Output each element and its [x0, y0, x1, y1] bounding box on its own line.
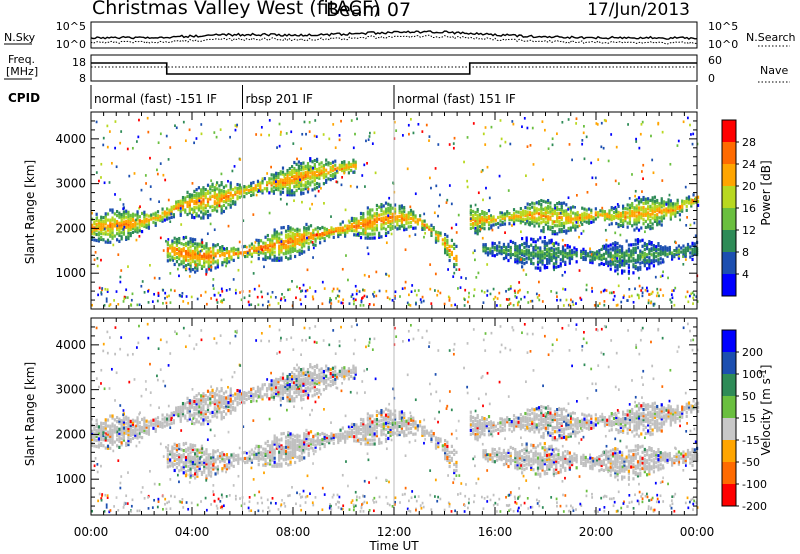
x-tick-label: 04:00 — [175, 525, 210, 539]
y-tick-label: 4000 — [55, 132, 86, 146]
y-tick-label: 4000 — [55, 338, 86, 352]
velocity-colorbar: 200 100 50 15 -15 -50 -100 -200 — [721, 329, 767, 513]
power-colorbar-label: Power [dB] — [759, 160, 773, 225]
freq-tick-bottom: 8 — [79, 72, 86, 85]
nsearch-tick-bottom: 10^0 — [708, 38, 738, 51]
colorbar-swatch — [722, 208, 736, 230]
power-axes: 1000 2000 3000 4000 — [55, 112, 698, 309]
date-label: 17/Jun/2013 — [587, 0, 690, 20]
nsearch-label: N.Search — [746, 31, 796, 44]
colorbar-swatch — [722, 164, 736, 186]
y-tick-label: 1000 — [55, 472, 86, 486]
colorbar-swatch — [722, 330, 736, 352]
cpid-segments: normal (fast) -151 IF rbsp 201 IF normal (… — [94, 85, 516, 109]
colorbar-swatch — [722, 484, 736, 506]
x-tick-label: 00:00 — [680, 525, 715, 539]
x-tick-labels: 00:00 04:00 08:00 12:00 16:00 20:00 00:00 — [74, 525, 715, 539]
cpid-segment-label: normal (fast) -151 IF — [94, 92, 217, 106]
freq-trace — [91, 62, 697, 75]
power-panel: 1000 2000 3000 4000 Slant Range [km] 4 8 12 16… — [23, 111, 773, 310]
velocity-colorbar-label: Velocity [m s-1] — [759, 365, 773, 456]
x-tick-label: 16:00 — [478, 525, 513, 539]
colorbar-swatch — [722, 418, 736, 440]
colorbar-tick-label: 8 — [742, 246, 749, 259]
x-tick-label: 20:00 — [579, 525, 614, 539]
colorbar-swatch — [722, 186, 736, 208]
colorbar-swatch — [722, 374, 736, 396]
colorbar-tick-label: -200 — [742, 500, 767, 513]
freq-label: Freq. — [8, 53, 35, 66]
colorbar-tick-label: 50 — [742, 390, 756, 403]
nsky-trace — [90, 30, 698, 45]
colorbar-tick-label: -50 — [742, 456, 760, 469]
colorbar-swatch — [722, 142, 736, 164]
x-tick-label: 12:00 — [377, 525, 412, 539]
power-colorbar: 4 8 12 16 20 24 28 — [721, 119, 756, 297]
colorbar-tick-label: 24 — [742, 158, 756, 171]
colorbar-tick-label: -100 — [742, 478, 767, 491]
freq-panel: Freq. [MHz] 18 8 60 0 Nave — [4, 53, 790, 85]
colorbar-tick-label: 15 — [742, 412, 756, 425]
colorbar-swatch — [722, 120, 736, 142]
colorbar-swatch — [722, 230, 736, 252]
cpid-strip: CPID normal (fast) -151 IF rbsp 201 IF nor… — [8, 85, 698, 109]
cpid-segment-label: rbsp 201 IF — [246, 92, 313, 106]
freq-unit-label: [MHz] — [6, 65, 38, 78]
freq-tick-top: 18 — [72, 56, 86, 69]
cpid-segment-label: normal (fast) 151 IF — [397, 92, 516, 106]
nsearch-tick-top: 10^5 — [708, 20, 738, 33]
nsky-panel: N.Sky 10^5 10^0 10^5 10^0 N.Search — [4, 20, 796, 51]
colorbar-swatch — [722, 252, 736, 274]
y-tick-label: 2000 — [55, 221, 86, 235]
nave-tick-bottom: 0 — [708, 72, 715, 85]
cpid-label: CPID — [8, 91, 40, 105]
figure-title: Christmas Valley West (fitACF) — [92, 0, 380, 19]
velocity-plot-area — [91, 318, 700, 515]
colorbar-tick-label: 100 — [742, 368, 763, 381]
colorbar-swatch — [722, 440, 736, 462]
x-axis-label: Time UT — [368, 539, 419, 553]
colorbar-swatch — [722, 274, 736, 296]
nsky-label: N.Sky — [4, 31, 36, 44]
y-tick-label: 3000 — [55, 383, 86, 397]
velocity-ylabel: Slant Range [km] — [23, 362, 37, 466]
colorbar-tick-label: 20 — [742, 180, 756, 193]
beam-label: Beam 07 — [326, 0, 411, 21]
colorbar-tick-label: 12 — [742, 224, 756, 237]
y-tick-label: 3000 — [55, 177, 86, 191]
colorbar-swatch — [722, 352, 736, 374]
x-tick-label: 00:00 — [74, 525, 109, 539]
colorbar-tick-label: 16 — [742, 202, 756, 215]
colorbar-tick-label: 4 — [742, 268, 749, 281]
x-tick-label: 08:00 — [276, 525, 311, 539]
velocity-panel: 1000 2000 3000 4000 Slant Range [km] 200 100… — [23, 317, 773, 516]
power-plot-area — [91, 112, 700, 309]
colorbar-tick-label: 200 — [742, 346, 763, 359]
y-tick-label: 1000 — [55, 266, 86, 280]
colorbar-tick-label: -15 — [742, 434, 760, 447]
colorbar-tick-label: 28 — [742, 136, 756, 149]
colorbar-swatch — [722, 396, 736, 418]
nsky-tick-top: 10^5 — [56, 20, 86, 33]
nsky-tick-bottom: 10^0 — [56, 38, 86, 51]
nave-label: Nave — [760, 64, 788, 77]
nave-tick-top: 60 — [708, 54, 722, 67]
y-tick-label: 2000 — [55, 427, 86, 441]
power-ylabel: Slant Range [km] — [23, 160, 37, 264]
velocity-axes: 1000 2000 3000 4000 — [55, 318, 698, 515]
colorbar-swatch — [722, 462, 736, 484]
